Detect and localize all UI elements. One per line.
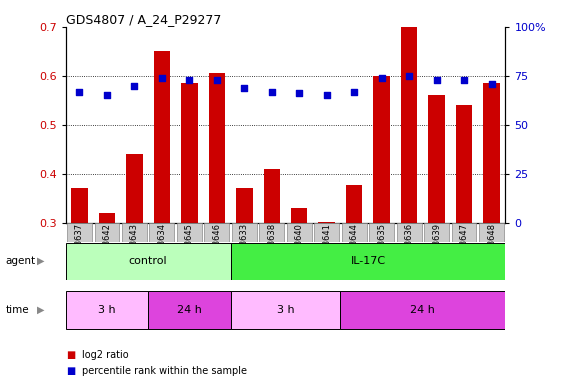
FancyBboxPatch shape — [287, 223, 312, 242]
FancyBboxPatch shape — [424, 223, 449, 242]
Point — [185, 77, 194, 83]
Text: agent: agent — [6, 256, 36, 266]
Text: GSM808642: GSM808642 — [102, 223, 111, 274]
FancyBboxPatch shape — [231, 243, 505, 280]
Text: GSM808647: GSM808647 — [460, 223, 469, 274]
Text: GSM808635: GSM808635 — [377, 223, 386, 274]
Bar — [456, 105, 472, 223]
Bar — [208, 73, 225, 223]
FancyBboxPatch shape — [340, 291, 505, 329]
Bar — [346, 185, 363, 223]
Text: time: time — [6, 305, 29, 315]
FancyBboxPatch shape — [204, 223, 229, 242]
Point — [460, 77, 469, 83]
FancyBboxPatch shape — [315, 223, 339, 242]
Point — [212, 77, 222, 83]
Text: GSM808637: GSM808637 — [75, 223, 84, 275]
FancyBboxPatch shape — [397, 223, 421, 242]
Bar — [373, 76, 390, 223]
FancyBboxPatch shape — [148, 291, 231, 329]
Bar — [401, 27, 417, 223]
Point — [102, 92, 111, 98]
FancyBboxPatch shape — [66, 291, 148, 329]
FancyBboxPatch shape — [177, 223, 202, 242]
Bar — [99, 213, 115, 223]
Text: 3 h: 3 h — [98, 305, 116, 315]
Text: GSM808648: GSM808648 — [487, 223, 496, 274]
Text: percentile rank within the sample: percentile rank within the sample — [82, 366, 247, 376]
FancyBboxPatch shape — [150, 223, 174, 242]
Point — [130, 83, 139, 89]
Text: 3 h: 3 h — [277, 305, 294, 315]
FancyBboxPatch shape — [95, 223, 119, 242]
Bar — [71, 189, 88, 223]
Point — [157, 75, 166, 81]
FancyBboxPatch shape — [369, 223, 394, 242]
Text: GSM808643: GSM808643 — [130, 223, 139, 274]
Text: IL-17C: IL-17C — [351, 256, 385, 266]
Text: ▶: ▶ — [37, 256, 45, 266]
Bar — [181, 83, 198, 223]
Text: GSM808634: GSM808634 — [158, 223, 166, 274]
Point — [295, 90, 304, 96]
FancyBboxPatch shape — [479, 223, 504, 242]
Text: GSM808633: GSM808633 — [240, 223, 249, 275]
Text: ▶: ▶ — [37, 305, 45, 315]
Point — [405, 73, 414, 79]
FancyBboxPatch shape — [452, 223, 476, 242]
Text: 24 h: 24 h — [177, 305, 202, 315]
FancyBboxPatch shape — [232, 223, 256, 242]
Point — [267, 88, 276, 94]
Text: GSM808636: GSM808636 — [405, 223, 413, 275]
Text: GSM808640: GSM808640 — [295, 223, 304, 274]
Point — [432, 77, 441, 83]
FancyBboxPatch shape — [342, 223, 367, 242]
Bar — [428, 95, 445, 223]
Bar — [263, 169, 280, 223]
Point — [377, 75, 386, 81]
FancyBboxPatch shape — [231, 291, 340, 329]
FancyBboxPatch shape — [259, 223, 284, 242]
FancyBboxPatch shape — [122, 223, 147, 242]
Bar — [126, 154, 143, 223]
Text: GSM808645: GSM808645 — [185, 223, 194, 274]
Text: GDS4807 / A_24_P29277: GDS4807 / A_24_P29277 — [66, 13, 221, 26]
Bar — [319, 222, 335, 223]
Text: ■: ■ — [66, 366, 75, 376]
Point — [75, 88, 84, 94]
Text: GSM808639: GSM808639 — [432, 223, 441, 274]
Point — [487, 81, 496, 87]
Text: GSM808641: GSM808641 — [322, 223, 331, 274]
Point — [322, 92, 331, 98]
FancyBboxPatch shape — [66, 243, 231, 280]
Bar — [236, 189, 252, 223]
Point — [240, 84, 249, 91]
Bar — [154, 51, 170, 223]
Text: ■: ■ — [66, 350, 75, 360]
Point — [349, 88, 359, 94]
Text: GSM808646: GSM808646 — [212, 223, 222, 274]
Bar — [483, 83, 500, 223]
Text: 24 h: 24 h — [411, 305, 435, 315]
Text: control: control — [129, 256, 167, 266]
Text: GSM808638: GSM808638 — [267, 223, 276, 275]
Text: GSM808644: GSM808644 — [349, 223, 359, 274]
Bar — [291, 208, 307, 223]
FancyBboxPatch shape — [67, 223, 92, 242]
Text: log2 ratio: log2 ratio — [82, 350, 128, 360]
